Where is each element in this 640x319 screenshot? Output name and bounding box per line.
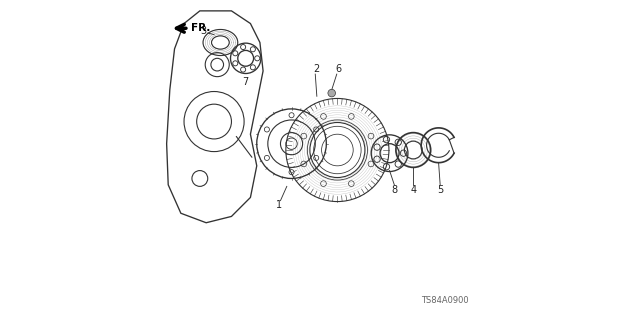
Circle shape [250, 47, 255, 52]
Text: FR.: FR. [191, 23, 211, 33]
Text: TS84A0900: TS84A0900 [421, 296, 468, 305]
Circle shape [233, 51, 238, 56]
Text: 4: 4 [410, 184, 417, 195]
Circle shape [255, 56, 260, 61]
Text: 7: 7 [243, 77, 249, 87]
Text: 2: 2 [313, 64, 319, 74]
Circle shape [395, 161, 401, 167]
Text: 1: 1 [276, 200, 282, 210]
Circle shape [241, 45, 246, 49]
Text: 3: 3 [200, 26, 206, 36]
Circle shape [395, 139, 401, 145]
Circle shape [374, 144, 380, 150]
Circle shape [250, 65, 255, 70]
Circle shape [401, 150, 406, 156]
Circle shape [383, 137, 390, 143]
Circle shape [241, 67, 246, 72]
Text: 5: 5 [438, 184, 444, 195]
Circle shape [374, 156, 380, 162]
Circle shape [328, 89, 335, 97]
Circle shape [383, 164, 390, 170]
Text: 8: 8 [391, 184, 397, 195]
Circle shape [233, 61, 238, 66]
Text: 6: 6 [335, 64, 341, 74]
